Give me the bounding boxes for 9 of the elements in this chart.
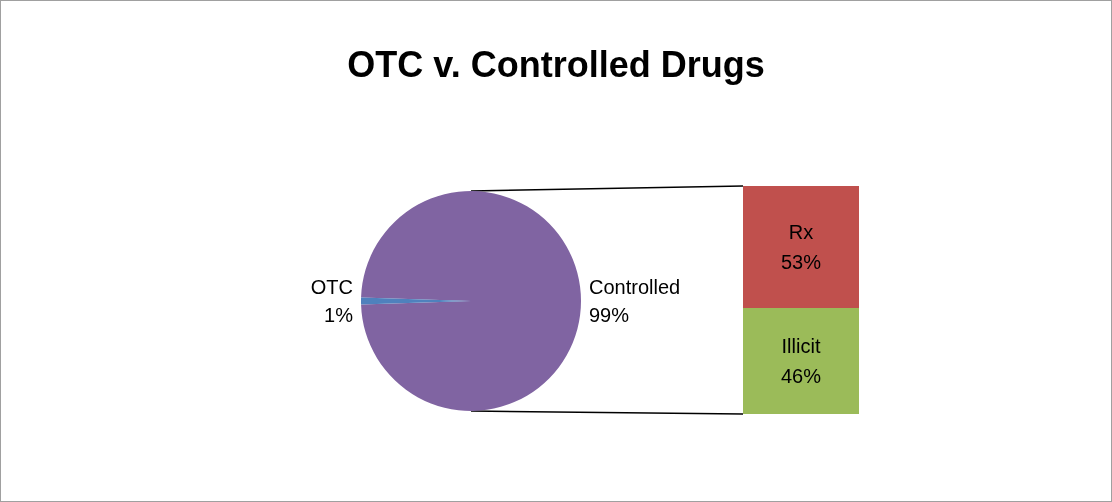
data-label: 53% <box>780 251 822 274</box>
series-label: Rx <box>788 221 814 244</box>
slice-label: OTC <box>310 276 353 298</box>
data-label: 99% <box>589 304 630 326</box>
chart-title: OTC v. Controlled Drugs <box>347 43 765 85</box>
data-label: 46% <box>780 365 822 388</box>
series-label: Illicit <box>781 335 821 358</box>
slice-label: Controlled <box>589 276 681 298</box>
data-label: 1% <box>324 304 354 326</box>
